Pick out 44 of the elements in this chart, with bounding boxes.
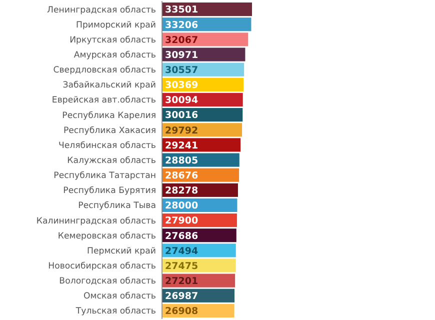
data-label: 33501	[165, 4, 198, 16]
data-label: 27900	[165, 216, 198, 227]
y-tick-label: Республика Хакасия	[63, 126, 156, 136]
data-label: 29792	[165, 125, 198, 136]
y-tick-label: Калининградская область	[36, 216, 156, 226]
y-tick-label: Новосибирская область	[48, 262, 156, 272]
data-label: 27494	[165, 246, 198, 257]
y-tick-label: Приморский край	[76, 20, 156, 30]
data-label: 28278	[165, 186, 198, 197]
data-label: 30094	[165, 95, 198, 106]
data-label: 27475	[165, 260, 198, 272]
data-label: 26908	[165, 306, 198, 318]
y-tick-label: Омская область	[84, 292, 156, 302]
y-tick-label: Иркутская область	[70, 35, 156, 46]
y-tick-label: Республика Татарстан	[54, 171, 156, 182]
y-tick-label: Республика Тыва	[78, 201, 156, 212]
y-tick-label: Республика Карелия	[62, 110, 156, 121]
y-tick-label: Республика Бурятия	[63, 186, 156, 196]
data-label: 30016	[165, 110, 198, 122]
data-label: 29241	[165, 140, 198, 152]
y-tick-label: Свердловская область	[53, 66, 156, 76]
y-tick-label: Челябинская область	[58, 140, 156, 151]
y-tick-label: Вологодская область	[59, 276, 156, 287]
y-tick-label: Еврейская авт.область	[52, 96, 156, 106]
data-label: 27201	[165, 276, 198, 287]
data-label: 28000	[165, 200, 198, 212]
data-label: 30369	[165, 80, 198, 92]
bar	[162, 48, 246, 62]
data-label: 33206	[165, 20, 198, 31]
y-tick-label: Ленинградская область	[47, 5, 156, 16]
data-label: 27686	[165, 230, 198, 242]
bar	[162, 258, 236, 272]
y-tick-label: Амурская область	[74, 50, 156, 61]
data-label: 28805	[165, 155, 198, 166]
y-tick-label: Забайкальский край	[62, 80, 156, 91]
data-label: 28676	[165, 170, 198, 182]
data-label: 32067	[165, 34, 198, 46]
data-label: 26987	[165, 291, 198, 302]
y-tick-label: Тульская область	[74, 306, 156, 317]
y-tick-label: Кемеровская область	[58, 231, 156, 242]
data-label: 30557	[165, 64, 198, 76]
y-tick-label: Пермский край	[86, 246, 156, 256]
y-tick-label: Калужская область	[67, 156, 156, 166]
data-label: 30971	[165, 50, 198, 61]
